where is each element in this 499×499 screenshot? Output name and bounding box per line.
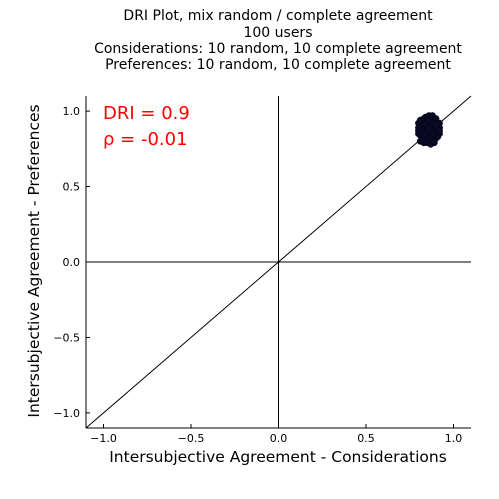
scatter-points	[415, 112, 443, 148]
y-axis-ticks: −1.0 −0.5 0.0 0.5 1.0	[53, 105, 90, 420]
title-line-4: Preferences: 10 random, 10 complete agre…	[105, 57, 451, 73]
y-axis-label: Intersubjective Agreement - Preferences	[25, 104, 43, 417]
x-axis-ticks: −1.0 −0.5 0.0 0.5 1.0	[90, 424, 462, 445]
x-axis-label: Intersubjective Agreement - Consideratio…	[109, 448, 447, 466]
rho-annotation: ρ = -0.01	[103, 129, 188, 150]
x-tick-label: 0.0	[270, 432, 288, 445]
y-tick-label: 1.0	[63, 105, 81, 118]
title-line-2: 100 users	[243, 25, 312, 41]
title-line-1: DRI Plot, mix random / complete agreemen…	[123, 8, 433, 24]
y-tick-label: 0.0	[63, 256, 81, 269]
x-tick-label: 0.5	[357, 432, 375, 445]
reference-lines	[85, 95, 472, 429]
scatter-point	[432, 121, 440, 129]
chart-title: DRI Plot, mix random / complete agreemen…	[94, 8, 462, 73]
diagonal-identity-line	[85, 95, 472, 429]
y-tick-label: −0.5	[53, 331, 80, 344]
title-line-3: Considerations: 10 random, 10 complete a…	[94, 41, 462, 57]
y-tick-label: 0.5	[63, 181, 81, 194]
dri-annotation: DRI = 0.9	[103, 103, 190, 124]
x-tick-label: 1.0	[445, 432, 463, 445]
scatter-point	[420, 131, 428, 139]
x-tick-label: −0.5	[178, 432, 205, 445]
x-tick-label: −1.0	[90, 432, 117, 445]
y-tick-label: −1.0	[53, 407, 80, 420]
scatter-point	[425, 124, 433, 132]
